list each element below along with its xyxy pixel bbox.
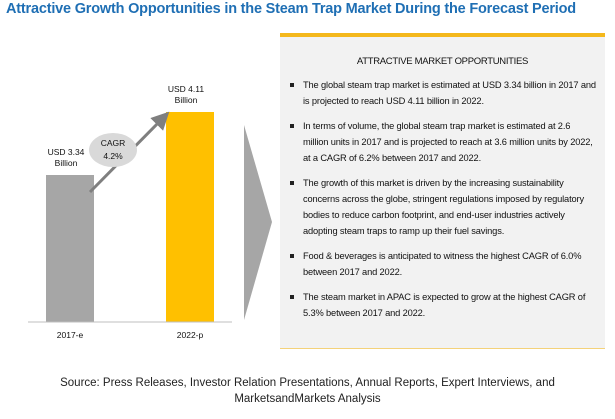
page-title: Attractive Growth Opportunities in the S… — [6, 1, 576, 17]
bullet-item: The steam market in APAC is expected to … — [290, 289, 597, 321]
chevron-arrow-icon — [244, 125, 272, 320]
bullet-item: The growth of this market is driven by t… — [290, 175, 597, 239]
bar-2022-p — [166, 112, 214, 322]
cagr-label: CAGR — [101, 138, 126, 148]
data-label: Billion — [175, 95, 198, 105]
bullet-item: In terms of volume, the global steam tra… — [290, 118, 597, 166]
data-label: USD 3.34 — [48, 147, 85, 157]
source-note: Source: Press Releases, Investor Relatio… — [60, 377, 555, 405]
opportunities-panel: ATTRACTIVE MARKET OPPORTUNITIES The glob… — [280, 33, 605, 349]
cagr-value: 4.2% — [103, 151, 123, 161]
panel-heading: ATTRACTIVE MARKET OPPORTUNITIES — [356, 56, 529, 67]
data-label: Billion — [55, 158, 78, 168]
bar-2017-e — [46, 175, 94, 322]
x-tick-label: 2017-e — [57, 330, 84, 340]
x-tick-label: 2022-p — [177, 330, 204, 340]
bullet-item: Food & beverages is anticipated to witne… — [290, 248, 597, 280]
cagr-bubble — [89, 133, 137, 167]
bullet-item: The global steam trap market is estimate… — [290, 77, 597, 109]
data-label: USD 4.11 — [168, 84, 204, 94]
